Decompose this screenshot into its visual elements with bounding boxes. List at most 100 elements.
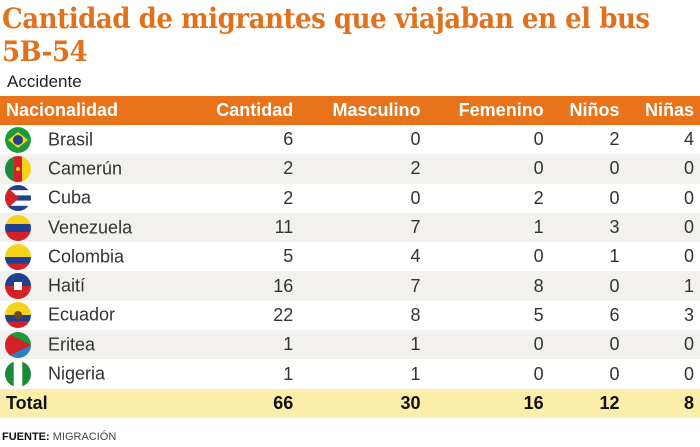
value-cell: 2 <box>283 187 294 208</box>
nationality-cell: Camerún <box>0 154 187 184</box>
value-cell: 2 <box>533 187 544 208</box>
value-cell: 0 <box>533 363 544 384</box>
nationality-cell: Colombia <box>0 242 187 271</box>
country-name: Colombia <box>48 246 125 267</box>
value-cell: 0 <box>625 212 700 243</box>
value-cell: 5 <box>283 246 294 267</box>
ecuador-flag-icon <box>5 302 31 329</box>
value-cell: 0 <box>533 129 544 150</box>
value-cell: 6 <box>609 304 620 325</box>
nationality-cell: Nigeria <box>0 359 187 388</box>
value-cell: 0 <box>549 271 626 301</box>
column-header-masculino: Masculino <box>299 96 427 125</box>
total-label: Total <box>0 388 187 418</box>
value-cell: 4 <box>683 129 694 150</box>
nationality-cell: Cuba <box>0 184 187 213</box>
value-cell: 0 <box>683 363 694 384</box>
value-cell: 1 <box>609 246 620 267</box>
table-row: Ecuador 22 8 5 6 3 <box>0 301 700 330</box>
value-cell: 0 <box>533 246 544 267</box>
table-row: Venezuela 11 7 1 3 0 <box>0 212 700 243</box>
value-cell: 4 <box>410 246 421 267</box>
value-cell: 3 <box>549 212 626 243</box>
value-cell: 8 <box>410 304 421 325</box>
source-label: FUENTE: <box>2 431 50 443</box>
country-name: Nigeria <box>48 363 106 384</box>
eritrea-flag-icon <box>5 331 31 358</box>
haiti-flag-icon <box>5 273 31 300</box>
nationality-cell: Ecuador <box>0 301 187 330</box>
value-cell: 1 <box>186 330 300 360</box>
country-name: Cuba <box>48 187 92 208</box>
country-name: Ecuador <box>48 304 116 325</box>
nationality-cell: Eritea <box>0 330 187 360</box>
column-header-femenino: Femenino <box>426 96 550 125</box>
value-cell: 0 <box>625 330 700 360</box>
source-text: MIGRACIÓN <box>52 431 117 443</box>
table-row: Nigeria 1 1 0 0 0 <box>0 359 700 388</box>
table-row: Camerún 2 2 0 0 0 <box>0 154 700 184</box>
value-cell: 11 <box>186 212 300 243</box>
value-cell: 7 <box>299 212 427 243</box>
header-row: Nacionalidad Cantidad Masculino Femenino Niñ… <box>0 96 700 125</box>
value-cell: 7 <box>299 271 427 301</box>
total-value: 66 <box>186 388 300 418</box>
value-cell: 0 <box>426 330 550 360</box>
migrants-table: Nacionalidad Cantidad Masculino Femenino Niñ… <box>0 96 700 418</box>
value-cell: 22 <box>273 304 294 325</box>
table-row: Eritea 1 1 0 0 0 <box>0 330 700 360</box>
table-row: Cuba 2 0 2 0 0 <box>0 184 700 213</box>
value-cell: 0 <box>683 246 694 267</box>
cameroon-flag-icon <box>5 155 31 182</box>
value-cell: 0 <box>549 330 626 360</box>
total-value: 16 <box>426 388 550 418</box>
brazil-flag-icon <box>5 126 31 153</box>
total-value: 12 <box>549 388 626 418</box>
table-row: Brasil 6 0 0 2 4 <box>0 125 700 154</box>
value-cell: 1 <box>625 271 700 301</box>
chart-title: Cantidad de migrantes que viajaban en el… <box>2 2 650 68</box>
total-value: 30 <box>299 388 427 418</box>
table-row: Haití 16 7 8 0 1 <box>0 271 700 301</box>
column-header-niñas: Niñas <box>625 96 700 125</box>
source-note: FUENTE: MIGRACIÓN <box>2 431 116 443</box>
colombia-flag-icon <box>5 243 31 270</box>
value-cell: 2 <box>186 154 300 184</box>
value-cell: 3 <box>683 304 694 325</box>
value-cell: 0 <box>549 154 626 184</box>
value-cell: 1 <box>283 363 294 384</box>
value-cell: 16 <box>186 271 300 301</box>
subtitle: Accidente <box>7 72 82 91</box>
total-row: Total 66 30 16 12 8 <box>0 388 700 418</box>
nationality-cell: Brasil <box>0 125 187 154</box>
value-cell: 1 <box>299 330 427 360</box>
value-cell: 0 <box>410 129 421 150</box>
country-name: Venezuela <box>48 217 133 238</box>
column-header-nacionalidad: Nacionalidad <box>0 96 187 125</box>
nationality-cell: Haití <box>0 271 187 301</box>
value-cell: 1 <box>410 363 421 384</box>
cuba-flag-icon <box>5 185 31 212</box>
table-row: Colombia 5 4 0 1 0 <box>0 242 700 271</box>
value-cell: 0 <box>609 363 620 384</box>
nigeria-flag-icon <box>5 361 31 388</box>
value-cell: 0 <box>683 187 694 208</box>
value-cell: 0 <box>625 154 700 184</box>
value-cell: 0 <box>426 154 550 184</box>
country-name: Eritea <box>48 334 96 355</box>
nationality-cell: Venezuela <box>0 212 187 243</box>
value-cell: 6 <box>283 129 294 150</box>
value-cell: 1 <box>426 212 550 243</box>
venezuela-flag-icon <box>5 214 31 241</box>
column-header-cantidad: Cantidad <box>186 96 300 125</box>
country-name: Camerún <box>48 158 123 179</box>
value-cell: 0 <box>410 187 421 208</box>
country-name: Brasil <box>48 129 94 150</box>
value-cell: 8 <box>426 271 550 301</box>
column-header-niños: Niños <box>549 96 626 125</box>
value-cell: 0 <box>609 187 620 208</box>
value-cell: 5 <box>533 304 544 325</box>
total-value: 8 <box>625 388 700 418</box>
country-name: Haití <box>48 275 86 296</box>
value-cell: 2 <box>609 129 620 150</box>
